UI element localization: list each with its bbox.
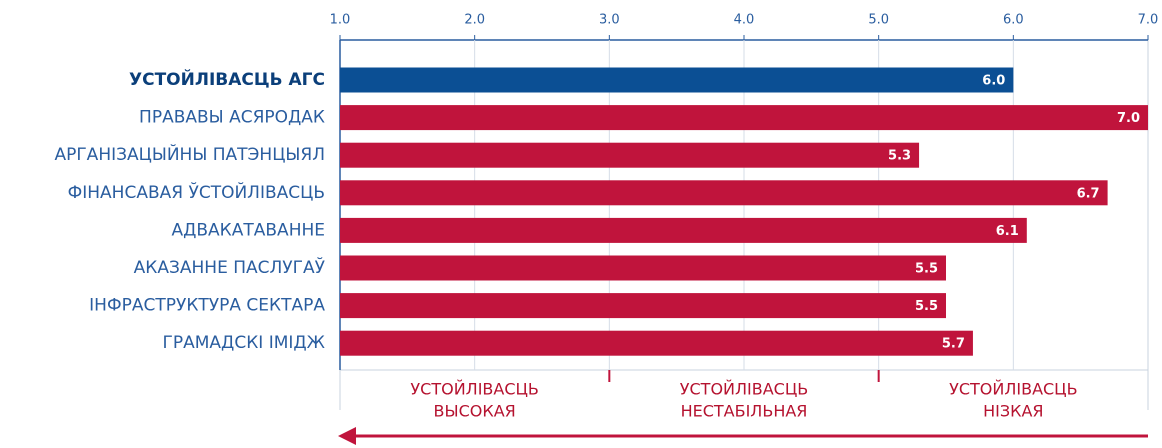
- x-tick-label: 5.0: [868, 13, 889, 28]
- category-label: АКАЗАННЕ ПАСЛУГАЎ: [134, 256, 326, 278]
- zone-label: УСТОЙЛІВАСЦЬ: [410, 380, 539, 399]
- category-label: ПРАВАВЫ АСЯРОДАК: [139, 108, 325, 128]
- x-tick-label: 7.0: [1138, 13, 1159, 28]
- bar: [340, 255, 946, 281]
- value-label: 6.1: [996, 224, 1019, 239]
- x-tick-label: 4.0: [734, 13, 755, 28]
- category-label: АДВАКАТАВАННЕ: [171, 220, 325, 240]
- bar: [340, 217, 1027, 243]
- zone-label: НІЗКАЯ: [983, 402, 1043, 421]
- value-label: 5.5: [915, 262, 938, 277]
- category-label: АРГАНІЗАЦЫЙНЫ ПАТЭНЦЫЯЛ: [54, 143, 325, 165]
- zone-label: НЕСТАБІЛЬНАЯ: [681, 402, 808, 421]
- value-label: 6.0: [982, 74, 1005, 89]
- x-tick-label: 6.0: [1003, 13, 1024, 28]
- value-label: 7.0: [1117, 111, 1140, 126]
- zone-label: УСТОЙЛІВАСЦЬ: [680, 380, 809, 399]
- category-label: ІНФРАСТРУКТУРА СЕКТАРА: [89, 296, 325, 316]
- bar: [340, 105, 1148, 131]
- x-tick-label: 2.0: [464, 13, 485, 28]
- x-tick-label: 3.0: [599, 13, 620, 28]
- zone-label: ВЫСОКАЯ: [434, 402, 516, 421]
- value-label: 6.7: [1077, 186, 1100, 201]
- bar: [340, 293, 946, 319]
- zone-label: УСТОЙЛІВАСЦЬ: [949, 380, 1078, 399]
- bar: [340, 180, 1108, 206]
- category-label: ФІНАНСАВАЯ ЎСТОЙЛІВАСЦЬ: [68, 181, 325, 203]
- bar: [340, 142, 920, 168]
- value-label: 5.5: [915, 299, 938, 314]
- category-label: ГРАМАДСКІ ІМІДЖ: [163, 333, 325, 353]
- arrow-head: [338, 427, 356, 445]
- value-label: 5.7: [942, 337, 965, 352]
- value-label: 5.3: [888, 149, 911, 164]
- bar: [340, 67, 1014, 93]
- x-tick-label: 1.0: [330, 13, 351, 28]
- bar: [340, 330, 973, 356]
- category-label: УСТОЙЛІВАСЦЬ АГС: [129, 68, 325, 90]
